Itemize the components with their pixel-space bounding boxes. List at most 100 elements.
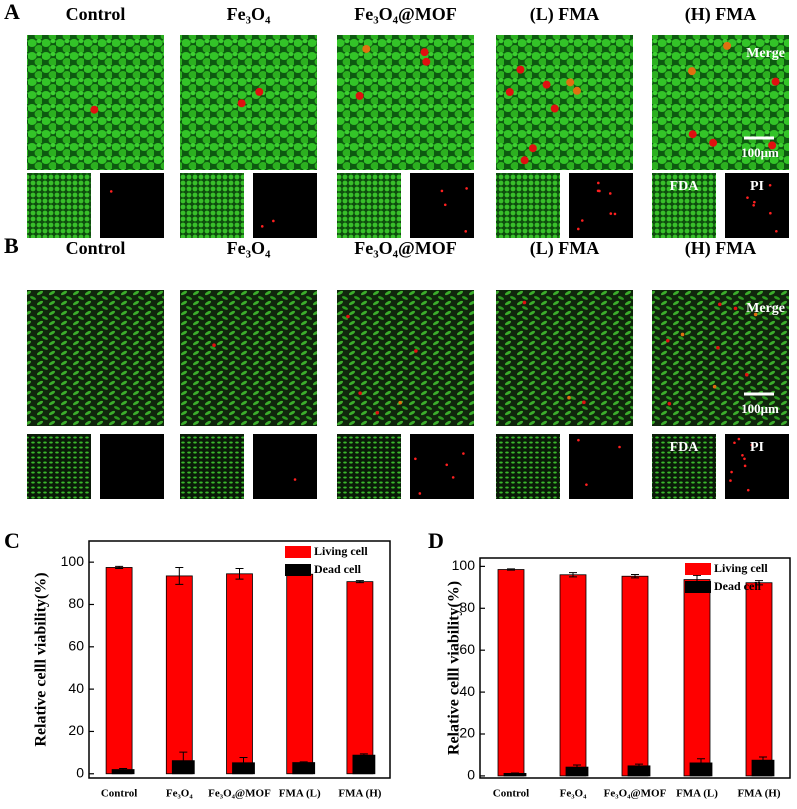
dead-cell <box>422 57 431 66</box>
plot-frame <box>479 557 791 779</box>
dead-cell <box>717 302 722 307</box>
dead-cell <box>743 464 747 468</box>
dead-cell <box>598 189 601 193</box>
dead-cell <box>741 453 744 457</box>
error-bar <box>573 764 581 770</box>
dead-cell <box>260 225 264 228</box>
dead-cell <box>346 314 350 319</box>
merge-image <box>180 35 317 170</box>
error-bar <box>631 574 639 579</box>
dead-cell <box>464 230 468 233</box>
error-bar <box>299 761 308 764</box>
pi-label: PI <box>750 179 764 194</box>
panel-letter: B <box>4 233 19 258</box>
dead-cell <box>769 211 772 215</box>
dead-cell <box>398 400 403 405</box>
plot-frame <box>88 540 391 779</box>
dead-cell <box>542 80 551 89</box>
pi-image <box>725 434 789 499</box>
merge-image <box>652 35 789 170</box>
dead-cell <box>750 443 754 447</box>
merge-label: Merge <box>746 301 785 316</box>
column-label: (L) FMA <box>530 4 599 25</box>
legend-swatch <box>685 581 711 593</box>
bar <box>292 762 316 775</box>
dead-cell <box>712 384 717 389</box>
dead-cell <box>358 391 362 395</box>
dead-cell <box>618 445 621 449</box>
dead-cell <box>90 105 99 114</box>
dead-cell <box>609 212 613 215</box>
dead-cell <box>566 78 575 87</box>
bar <box>745 582 773 777</box>
error-bar <box>355 580 364 584</box>
fda-image <box>337 173 401 238</box>
dead-cell <box>355 91 364 100</box>
dead-cell <box>445 463 449 467</box>
dead-cell <box>550 104 559 113</box>
bar <box>105 567 133 775</box>
bar <box>621 575 649 777</box>
bar <box>683 579 711 777</box>
panel-letter: A <box>4 0 20 24</box>
merge-image <box>27 35 164 170</box>
dead-cell <box>733 441 736 445</box>
dead-cell <box>293 478 297 481</box>
pi-image <box>100 173 164 238</box>
bar <box>286 573 314 775</box>
legend-label: Dead cell <box>714 579 762 593</box>
x-tick-label: Fe₃O₄ <box>560 788 587 800</box>
dead-cell <box>667 401 672 406</box>
dead-cell <box>465 187 468 190</box>
fda-image <box>337 434 401 499</box>
dead-cell <box>582 400 586 405</box>
error-bar <box>755 580 763 586</box>
fda-label: FDA <box>670 440 700 455</box>
column-label: Fe₃O₄@MOF <box>354 4 457 24</box>
pi-image <box>253 173 317 238</box>
bar <box>226 573 253 775</box>
dead-cell <box>272 219 275 223</box>
dead-cell <box>420 48 429 57</box>
dead-cell <box>414 457 417 461</box>
merge-image <box>496 290 633 426</box>
pi-image <box>410 173 474 238</box>
x-tick-label: Control <box>101 788 137 800</box>
y-tick-label: 60 <box>459 641 475 657</box>
dead-cell <box>443 203 447 207</box>
dead-cell <box>753 200 756 204</box>
scale-label: 100μm <box>741 145 779 160</box>
dead-cell <box>729 479 732 482</box>
dead-cell <box>362 44 371 53</box>
pi-image <box>100 434 164 499</box>
merge-image <box>652 290 789 426</box>
dead-cell <box>580 219 584 222</box>
dead-cell <box>733 306 738 311</box>
fda-label: FDA <box>670 179 700 194</box>
dead-cell <box>775 229 778 233</box>
dead-cell <box>608 192 612 195</box>
merge-image <box>27 290 164 426</box>
dead-cell <box>709 138 718 147</box>
error-bar <box>175 566 184 585</box>
bar <box>559 574 587 777</box>
fda-image <box>27 434 91 499</box>
panel-letter: D <box>428 528 444 553</box>
dead-cell <box>771 77 780 86</box>
dead-cell <box>255 87 264 96</box>
y-tick-label: 80 <box>68 595 84 611</box>
dead-cell <box>440 189 444 193</box>
dead-cell <box>212 343 216 348</box>
bar <box>352 754 376 775</box>
x-tick-label: FMA (H) <box>737 788 780 800</box>
fda-image <box>180 173 244 238</box>
fda-image <box>27 173 91 238</box>
merge-label: Merge <box>746 46 785 61</box>
x-tick-label: Control <box>493 788 529 800</box>
y-tick-label: 40 <box>68 680 84 696</box>
dead-cell <box>746 488 750 492</box>
merge-image <box>337 35 474 170</box>
dead-cell <box>743 457 746 461</box>
y-tick-label: 100 <box>61 553 85 569</box>
fda-image <box>652 173 716 238</box>
